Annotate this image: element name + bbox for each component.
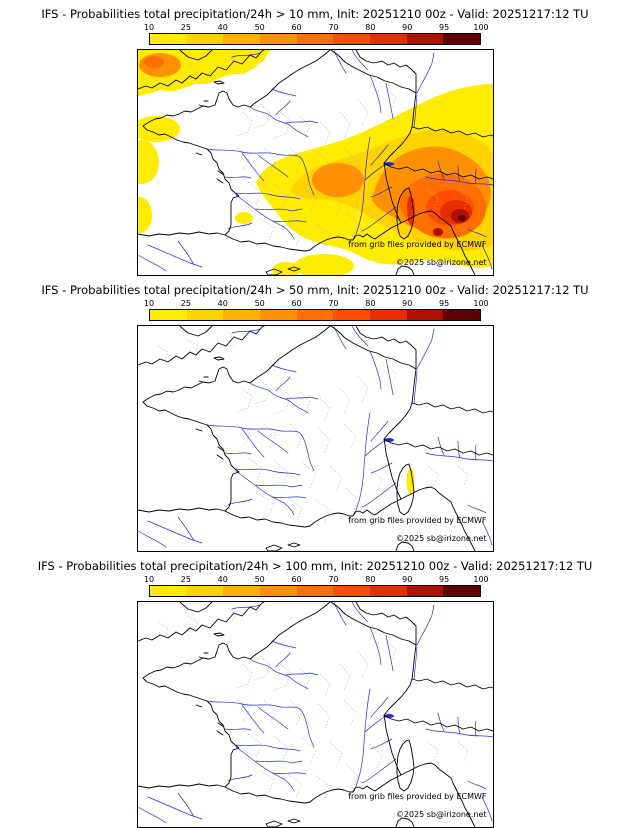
colorbar-tick-label: 90 bbox=[402, 23, 413, 32]
colorbar-tick-label: 95 bbox=[439, 575, 450, 584]
colorbar-segment bbox=[223, 310, 261, 320]
colorbar-tick-label: 95 bbox=[439, 299, 450, 308]
colorbar-segment bbox=[260, 34, 297, 44]
colorbar-gradient bbox=[149, 585, 481, 597]
colorbar-tick-label: 40 bbox=[217, 23, 228, 32]
forecast-panel-10mm: IFS - Probabilities total precipitation/… bbox=[0, 0, 630, 276]
copyright-text: ©2025 sb@irizone.net bbox=[395, 810, 487, 819]
colorbar-segment bbox=[186, 34, 224, 44]
colorbar-tick-label: 50 bbox=[254, 23, 265, 32]
colorbar-segment bbox=[260, 586, 297, 596]
probability-colorbar: 10 25 40 50 60 70 80 90 95 100 bbox=[144, 575, 489, 597]
colorbar-segment bbox=[296, 586, 334, 596]
colorbar-ticks: 10 25 40 50 60 70 80 90 95 100 bbox=[144, 23, 489, 33]
colorbar-tick-label: 70 bbox=[328, 23, 339, 32]
colorbar-segment bbox=[370, 310, 407, 320]
map-frame: from grib files provided by ECMWF ©2025 … bbox=[136, 601, 494, 828]
colorbar-tick-label: 25 bbox=[180, 299, 191, 308]
colorbar-segment bbox=[443, 586, 481, 596]
colorbar-tick-label: 10 bbox=[143, 299, 155, 308]
colorbar-tick-label: 40 bbox=[217, 575, 228, 584]
colorbar-tick-label: 50 bbox=[254, 575, 265, 584]
panel-title: IFS - Probabilities total precipitation/… bbox=[41, 283, 589, 297]
colorbar-segment bbox=[296, 34, 334, 44]
colorbar-segment bbox=[150, 34, 187, 44]
map-frame: from grib files provided by ECMWF ©2025 … bbox=[136, 49, 494, 276]
colorbar-segment bbox=[186, 586, 224, 596]
colorbar-ticks: 10 25 40 50 60 70 80 90 95 100 bbox=[144, 575, 489, 585]
colorbar-tick-label: 25 bbox=[180, 575, 191, 584]
colorbar-segment bbox=[296, 310, 334, 320]
france-precip-map bbox=[137, 602, 493, 827]
colorbar-gradient bbox=[149, 309, 481, 321]
map-frame: from grib files provided by ECMWF ©2025 … bbox=[136, 325, 494, 552]
ecmwf-credit: from grib files provided by ECMWF bbox=[348, 516, 487, 525]
ecmwf-credit: from grib files provided by ECMWF bbox=[348, 792, 487, 801]
france-precip-map bbox=[137, 326, 493, 551]
colorbar-ticks: 10 25 40 50 60 70 80 90 95 100 bbox=[144, 299, 489, 309]
colorbar-segment bbox=[186, 310, 224, 320]
colorbar-tick-label: 50 bbox=[254, 299, 265, 308]
colorbar-segment bbox=[223, 34, 261, 44]
colorbar-segment bbox=[333, 586, 371, 596]
copyright-text: ©2025 sb@irizone.net bbox=[395, 534, 487, 543]
colorbar-segment bbox=[370, 586, 407, 596]
colorbar-segment bbox=[370, 34, 407, 44]
colorbar-segment bbox=[406, 586, 444, 596]
colorbar-tick-label: 95 bbox=[439, 23, 450, 32]
colorbar-tick-label: 70 bbox=[328, 575, 339, 584]
colorbar-segment bbox=[443, 310, 481, 320]
colorbar-segment bbox=[260, 310, 297, 320]
panel-title: IFS - Probabilities total precipitation/… bbox=[41, 7, 589, 21]
colorbar-tick-label: 90 bbox=[402, 299, 413, 308]
colorbar-segment bbox=[406, 34, 444, 44]
colorbar-tick-label: 25 bbox=[180, 23, 191, 32]
colorbar-tick-label: 100 bbox=[473, 575, 489, 584]
colorbar-tick-label: 60 bbox=[291, 23, 302, 32]
colorbar-tick-label: 80 bbox=[365, 23, 376, 32]
forecast-panel-100mm: IFS - Probabilities total precipitation/… bbox=[0, 552, 630, 828]
ecmwf-credit: from grib files provided by ECMWF bbox=[348, 240, 487, 249]
colorbar-tick-label: 60 bbox=[291, 299, 302, 308]
probability-colorbar: 10 25 40 50 60 70 80 90 95 100 bbox=[144, 299, 489, 321]
colorbar-tick-label: 70 bbox=[328, 299, 339, 308]
colorbar-segment bbox=[333, 34, 371, 44]
colorbar-tick-label: 40 bbox=[217, 299, 228, 308]
colorbar-segment bbox=[406, 310, 444, 320]
colorbar-tick-label: 80 bbox=[365, 299, 376, 308]
france-precip-map bbox=[137, 50, 493, 275]
colorbar-segment bbox=[333, 310, 371, 320]
copyright-text: ©2025 sb@irizone.net bbox=[395, 258, 487, 267]
colorbar-gradient bbox=[149, 33, 481, 45]
colorbar-tick-label: 80 bbox=[365, 575, 376, 584]
probability-colorbar: 10 25 40 50 60 70 80 90 95 100 bbox=[144, 23, 489, 45]
colorbar-segment bbox=[223, 586, 261, 596]
colorbar-segment bbox=[150, 586, 187, 596]
panel-title: IFS - Probabilities total precipitation/… bbox=[37, 559, 593, 573]
colorbar-segment bbox=[443, 34, 481, 44]
colorbar-tick-label: 10 bbox=[143, 23, 155, 32]
colorbar-tick-label: 100 bbox=[473, 23, 489, 32]
colorbar-tick-label: 100 bbox=[473, 299, 489, 308]
colorbar-segment bbox=[150, 310, 187, 320]
colorbar-tick-label: 10 bbox=[143, 575, 155, 584]
colorbar-tick-label: 90 bbox=[402, 575, 413, 584]
colorbar-tick-label: 60 bbox=[291, 575, 302, 584]
forecast-panel-50mm: IFS - Probabilities total precipitation/… bbox=[0, 276, 630, 552]
